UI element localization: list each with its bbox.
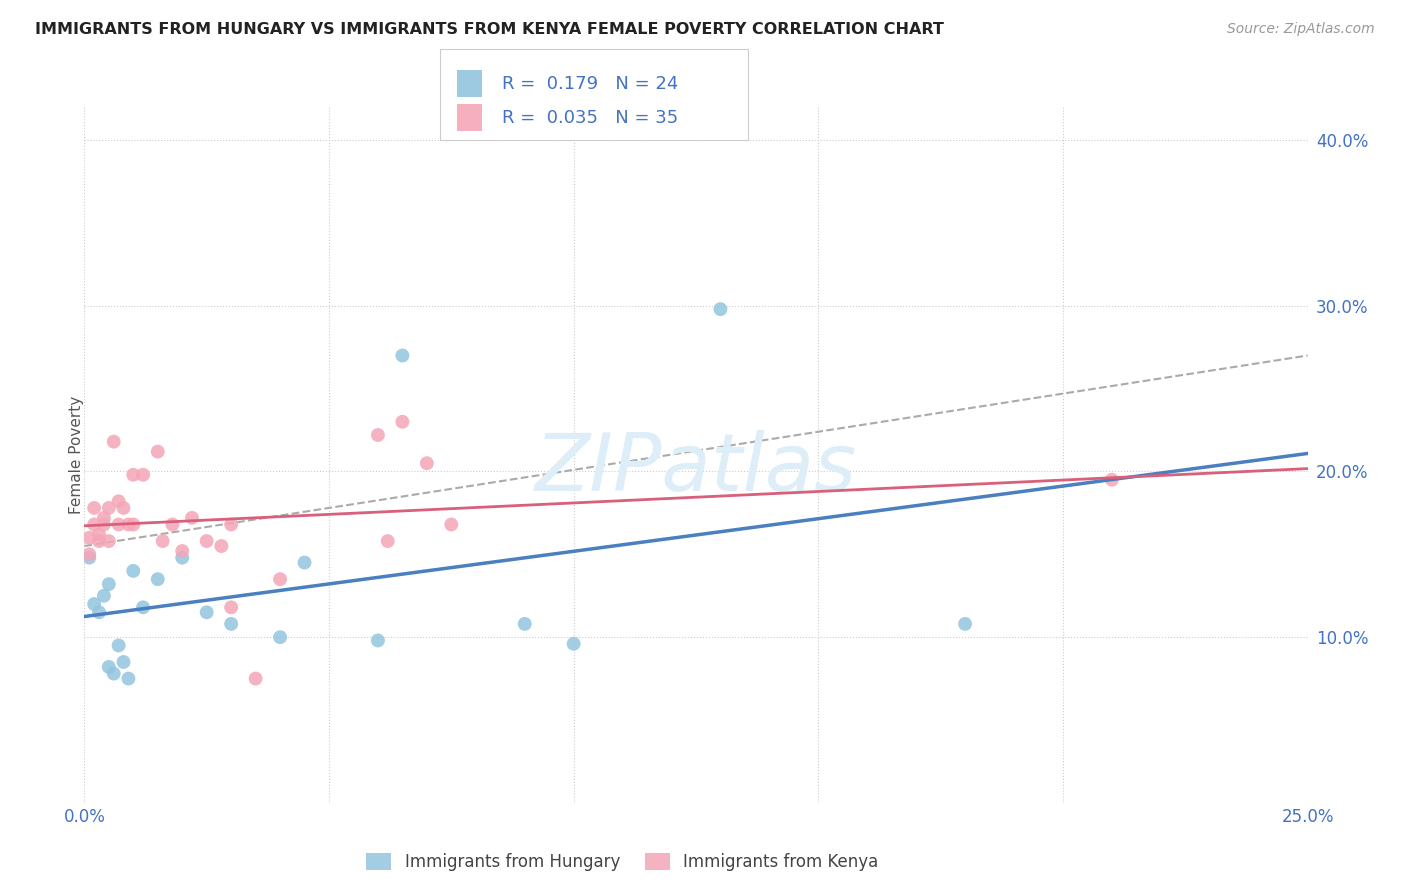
Point xyxy=(93,511,115,525)
Point xyxy=(219,616,242,631)
Point xyxy=(117,672,139,686)
Point xyxy=(152,534,174,549)
Legend: Immigrants from Hungary, Immigrants from Kenya: Immigrants from Hungary, Immigrants from… xyxy=(360,847,886,878)
Point xyxy=(87,605,110,619)
Point xyxy=(269,630,291,644)
Point xyxy=(93,589,115,603)
Point xyxy=(269,572,291,586)
Point xyxy=(953,616,976,631)
Point xyxy=(440,517,463,532)
Point xyxy=(132,467,155,482)
Text: ZIPatlas: ZIPatlas xyxy=(534,430,858,508)
Point xyxy=(294,556,316,570)
Point xyxy=(562,637,585,651)
Point xyxy=(416,456,439,470)
Point xyxy=(391,415,413,429)
Y-axis label: Female Poverty: Female Poverty xyxy=(69,396,83,514)
Point xyxy=(103,666,125,681)
Point xyxy=(146,572,169,586)
Point xyxy=(107,494,129,508)
Point xyxy=(219,600,242,615)
Point xyxy=(87,534,110,549)
Point xyxy=(87,527,110,541)
Text: R =  0.035   N = 35: R = 0.035 N = 35 xyxy=(502,109,678,127)
Point xyxy=(367,633,389,648)
Point xyxy=(209,539,232,553)
Point xyxy=(122,564,145,578)
Point xyxy=(219,517,242,532)
Point xyxy=(93,517,115,532)
Point xyxy=(77,550,100,565)
Point xyxy=(162,517,184,532)
Point xyxy=(83,597,105,611)
Point xyxy=(97,660,120,674)
Point xyxy=(112,655,135,669)
Point xyxy=(122,517,145,532)
Point xyxy=(513,616,536,631)
Point xyxy=(97,577,120,591)
Point xyxy=(112,500,135,515)
Point xyxy=(83,500,105,515)
Point xyxy=(195,534,218,549)
Point xyxy=(245,672,267,686)
Point xyxy=(367,428,389,442)
Point xyxy=(391,349,413,363)
Point xyxy=(172,550,194,565)
Point xyxy=(103,434,125,449)
Point xyxy=(97,500,120,515)
Point xyxy=(97,534,120,549)
Point xyxy=(172,544,194,558)
Point xyxy=(122,467,145,482)
Point xyxy=(195,605,218,619)
Point xyxy=(117,517,139,532)
Point xyxy=(107,639,129,653)
Point xyxy=(132,600,155,615)
Text: R =  0.179   N = 24: R = 0.179 N = 24 xyxy=(502,75,678,93)
Point xyxy=(1101,473,1123,487)
Text: IMMIGRANTS FROM HUNGARY VS IMMIGRANTS FROM KENYA FEMALE POVERTY CORRELATION CHAR: IMMIGRANTS FROM HUNGARY VS IMMIGRANTS FR… xyxy=(35,22,943,37)
Point xyxy=(146,444,169,458)
Point xyxy=(181,511,204,525)
Point xyxy=(77,531,100,545)
Point xyxy=(83,517,105,532)
Point xyxy=(377,534,399,549)
Text: Source: ZipAtlas.com: Source: ZipAtlas.com xyxy=(1227,22,1375,37)
Point xyxy=(709,302,731,317)
Point xyxy=(107,517,129,532)
Point xyxy=(77,547,100,561)
